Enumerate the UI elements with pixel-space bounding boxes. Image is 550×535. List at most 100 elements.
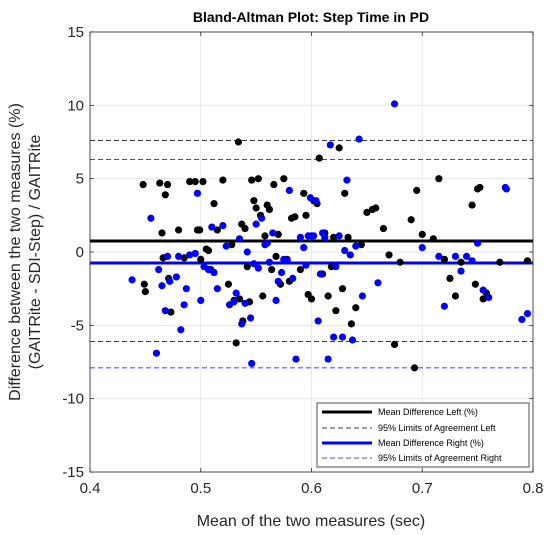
data-point-left	[272, 252, 280, 260]
data-point-right	[158, 282, 166, 290]
data-point-left	[413, 186, 421, 194]
data-point-left	[250, 197, 258, 205]
data-point-left	[476, 183, 484, 192]
data-point-right	[208, 223, 216, 231]
data-point-right	[186, 251, 194, 259]
data-point-right	[248, 359, 256, 368]
y-tick-label: -15	[62, 464, 84, 481]
data-point-left	[302, 211, 310, 219]
data-point-right	[283, 257, 291, 265]
legend: Mean Difference Left (%) 95% Limits of A…	[316, 402, 530, 468]
data-point-left	[141, 288, 149, 296]
data-point-left	[418, 230, 426, 238]
data-point-left	[241, 224, 249, 233]
data-point-right	[358, 292, 367, 300]
data-point-right	[435, 252, 443, 260]
data-point-left	[175, 226, 183, 234]
data-point-right	[289, 274, 297, 282]
data-point-right	[296, 233, 305, 241]
data-point-right	[352, 242, 360, 250]
data-point-left	[396, 258, 404, 266]
data-point-right	[451, 252, 460, 260]
data-point-left	[296, 266, 305, 274]
data-point-right	[523, 310, 532, 318]
data-point-right	[277, 268, 286, 277]
data-point-right	[314, 317, 322, 325]
data-point-left	[357, 241, 365, 249]
data-point-right	[161, 307, 169, 315]
data-point-right	[326, 141, 334, 149]
data-point-right	[310, 232, 318, 240]
y-tick-label: -5	[71, 317, 84, 334]
data-point-right	[219, 222, 227, 230]
y-tick-label: -10	[62, 391, 84, 408]
data-point-right	[241, 299, 249, 307]
data-point-right	[374, 279, 382, 287]
x-tick-label: 0.8	[523, 480, 544, 497]
data-point-left	[330, 233, 338, 241]
data-point-left	[291, 213, 299, 221]
data-point-left	[274, 230, 282, 238]
data-point-left	[344, 233, 352, 241]
data-point-right	[191, 249, 199, 258]
data-point-right	[258, 214, 266, 222]
data-point-left	[335, 144, 343, 152]
data-point-left	[300, 189, 308, 197]
data-point-left	[163, 180, 172, 189]
data-point-right	[343, 176, 351, 184]
data-point-left	[496, 258, 504, 266]
data-point-left	[429, 235, 437, 243]
data-point-right	[324, 355, 332, 363]
data-point-left	[270, 180, 278, 189]
legend-label-loa-left: 95% Limits of Agreement Left	[378, 423, 496, 433]
data-point-right	[175, 252, 183, 260]
data-point-left	[210, 200, 218, 208]
data-point-right	[210, 268, 218, 277]
data-point-right	[338, 333, 347, 341]
data-point-right	[474, 239, 482, 247]
data-point-left	[259, 292, 267, 300]
data-point-left	[139, 180, 147, 189]
data-point-left	[197, 255, 205, 263]
data-point-left	[252, 204, 260, 212]
data-point-left	[307, 295, 316, 303]
data-point-left	[268, 266, 276, 274]
data-point-left	[261, 232, 269, 240]
data-point-right	[316, 270, 324, 278]
data-point-left	[248, 176, 256, 184]
data-point-left	[199, 178, 207, 186]
data-point-right	[243, 248, 251, 256]
data-point-left	[352, 304, 360, 312]
data-point-right	[274, 277, 282, 285]
data-point-right	[155, 266, 163, 274]
data-point-left	[379, 224, 388, 233]
x-axis-label: Mean of the two measures (sec)	[197, 513, 426, 530]
x-tick-label: 0.5	[190, 480, 211, 497]
data-point-right	[306, 194, 314, 202]
chart-title: Bland-Altman Plot: Step Time in PD	[193, 9, 429, 25]
data-point-left	[254, 175, 262, 183]
data-point-right	[462, 252, 471, 260]
data-point-right	[269, 229, 277, 237]
data-point-left	[385, 251, 393, 259]
data-point-right	[128, 276, 136, 284]
data-point-right	[213, 285, 221, 293]
data-point-right	[502, 185, 511, 193]
data-point-right	[341, 246, 349, 255]
data-point-right	[265, 258, 274, 266]
data-point-left	[363, 208, 371, 216]
data-point-right	[182, 285, 190, 293]
data-point-left	[468, 201, 476, 209]
data-point-left	[219, 176, 227, 184]
data-point-right	[518, 315, 526, 324]
data-point-right	[348, 336, 357, 344]
data-point-left	[446, 274, 454, 282]
data-point-right	[485, 293, 493, 302]
y-axis-label-line-2: (GAITRite - SDI-Step) / GAITRite	[27, 135, 44, 370]
data-point-right	[330, 333, 338, 341]
data-point-left	[196, 226, 204, 234]
data-point-left	[372, 204, 380, 212]
data-point-left	[407, 216, 415, 224]
data-point-left	[324, 292, 332, 300]
data-point-right	[332, 263, 340, 271]
